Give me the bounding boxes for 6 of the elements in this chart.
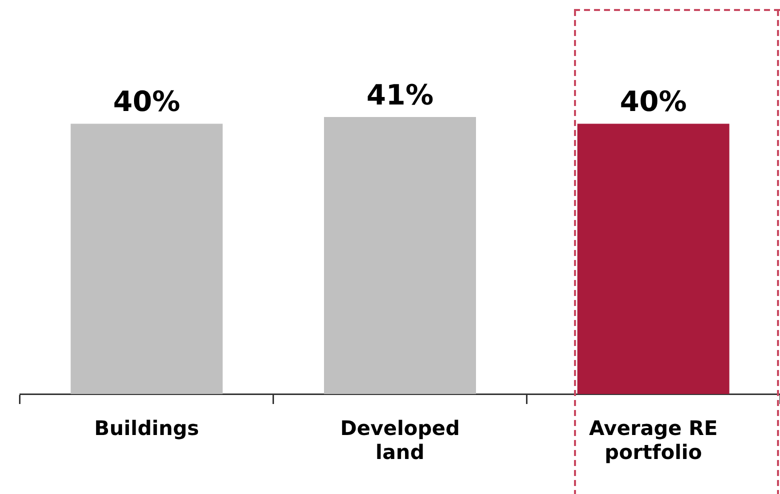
x-tick-label: Developed land <box>340 416 460 464</box>
x-tick-label: Buildings <box>94 416 200 440</box>
data-label: 40% <box>113 85 180 118</box>
data-label: 41% <box>366 78 434 112</box>
data-label: 40% <box>620 85 687 118</box>
x-tick-label: Average RE portfolio <box>589 416 718 464</box>
